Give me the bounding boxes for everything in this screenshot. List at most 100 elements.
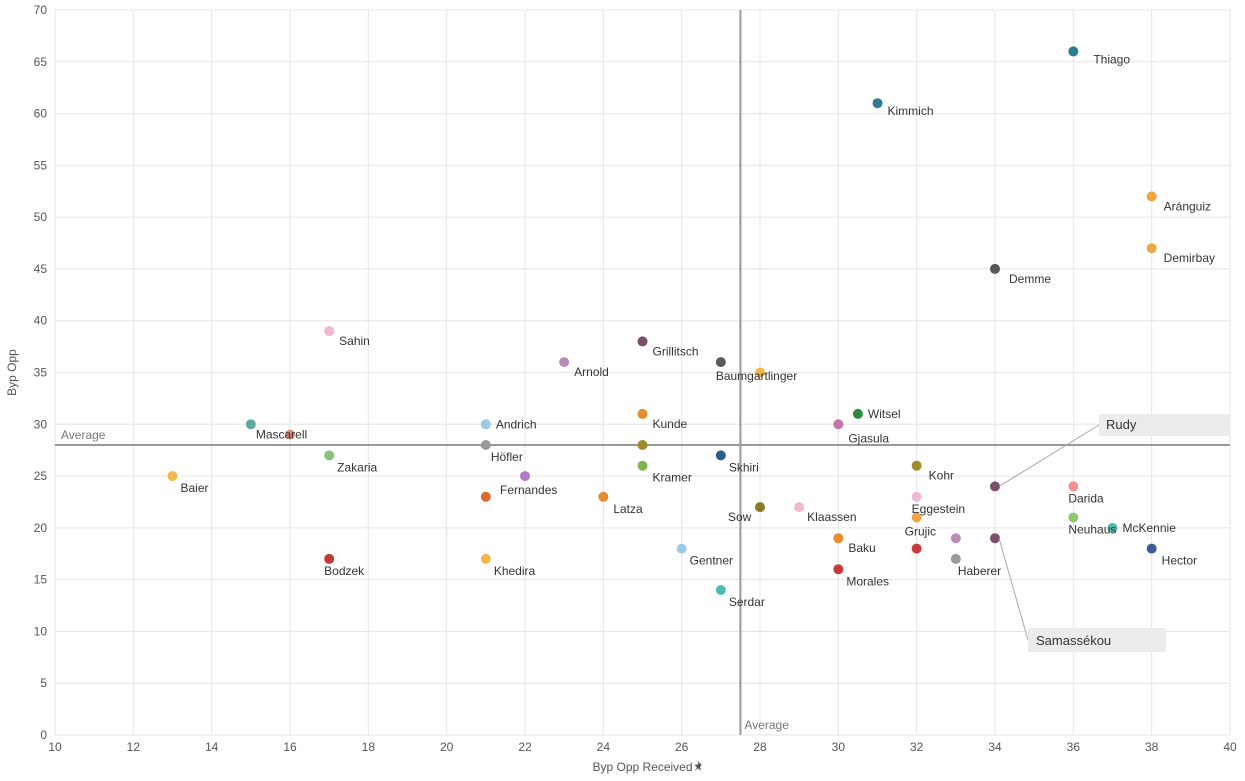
point[interactable] xyxy=(833,564,843,574)
point-label: Gentner xyxy=(690,554,733,568)
point[interactable] xyxy=(990,533,1000,543)
point[interactable] xyxy=(481,419,491,429)
point[interactable] xyxy=(990,264,1000,274)
x-tick-label: 36 xyxy=(1067,740,1081,754)
point-label: Kunde xyxy=(653,417,688,431)
point-label: Eggestein xyxy=(912,502,965,516)
point[interactable] xyxy=(638,409,648,419)
x-tick-label: 24 xyxy=(597,740,611,754)
point[interactable] xyxy=(716,450,726,460)
x-tick-label: 40 xyxy=(1223,740,1237,754)
point-label: Sahin xyxy=(339,334,370,348)
x-tick-label: 20 xyxy=(440,740,454,754)
point-label: Mascarell xyxy=(256,427,307,441)
point[interactable] xyxy=(638,336,648,346)
point-label: Klaassen xyxy=(807,510,856,524)
point-label: Sow xyxy=(728,510,752,524)
point[interactable] xyxy=(481,554,491,564)
point[interactable] xyxy=(246,419,256,429)
point[interactable] xyxy=(481,440,491,450)
scatter-chart: 1012141618202224262830323436384005101520… xyxy=(0,0,1245,781)
point-label: Fernandes xyxy=(500,483,557,497)
x-tick-label: 10 xyxy=(48,740,62,754)
point[interactable] xyxy=(833,533,843,543)
x-tick-label: 28 xyxy=(753,740,767,754)
point[interactable] xyxy=(598,492,608,502)
point-label: Bodzek xyxy=(324,564,365,578)
point-label: Darida xyxy=(1068,491,1104,505)
x-tick-label: 34 xyxy=(988,740,1002,754)
pin-icon xyxy=(695,761,702,771)
point[interactable] xyxy=(853,409,863,419)
point[interactable] xyxy=(716,357,726,367)
point[interactable] xyxy=(481,492,491,502)
x-tick-label: 14 xyxy=(205,740,219,754)
point[interactable] xyxy=(794,502,804,512)
x-tick-label: 26 xyxy=(675,740,689,754)
y-tick-label: 10 xyxy=(34,624,48,638)
point[interactable] xyxy=(912,544,922,554)
y-tick-label: 0 xyxy=(40,728,47,742)
y-tick-label: 40 xyxy=(34,314,48,328)
y-tick-label: 15 xyxy=(34,573,48,587)
point-label: Zakaria xyxy=(337,460,377,474)
point[interactable] xyxy=(833,419,843,429)
point[interactable] xyxy=(520,471,530,481)
point-label: Höfler xyxy=(491,450,523,464)
point[interactable] xyxy=(990,481,1000,491)
point-label: Grujic xyxy=(905,525,936,539)
point-label: Khedira xyxy=(494,564,536,578)
y-tick-label: 65 xyxy=(34,55,48,69)
x-average-label: Average xyxy=(744,718,789,732)
point-label: Demirbay xyxy=(1164,251,1215,265)
point-label: Arnold xyxy=(574,365,609,379)
point-label: Baier xyxy=(181,481,209,495)
point-label: Serdar xyxy=(729,595,765,609)
point[interactable] xyxy=(1068,481,1078,491)
point-label: McKennie xyxy=(1123,521,1177,535)
y-tick-label: 70 xyxy=(34,3,48,17)
point[interactable] xyxy=(1068,46,1078,56)
point[interactable] xyxy=(324,554,334,564)
point[interactable] xyxy=(1147,544,1157,554)
point[interactable] xyxy=(912,492,922,502)
y-tick-label: 60 xyxy=(34,107,48,121)
point[interactable] xyxy=(677,544,687,554)
chart-svg: 1012141618202224262830323436384005101520… xyxy=(0,0,1245,781)
point[interactable] xyxy=(559,357,569,367)
callout-line xyxy=(999,425,1099,486)
point-label: Demme xyxy=(1009,272,1051,286)
point[interactable] xyxy=(951,533,961,543)
point[interactable] xyxy=(1147,191,1157,201)
point-label: Thiago xyxy=(1093,52,1130,66)
point[interactable] xyxy=(324,450,334,460)
point[interactable] xyxy=(1147,243,1157,253)
point[interactable] xyxy=(324,326,334,336)
callout-line xyxy=(999,538,1028,640)
y-tick-label: 50 xyxy=(34,210,48,224)
point-label: Kramer xyxy=(653,471,692,485)
callout-text: Rudy xyxy=(1106,417,1137,432)
y-tick-label: 30 xyxy=(34,417,48,431)
x-tick-label: 16 xyxy=(283,740,297,754)
x-tick-label: 32 xyxy=(910,740,924,754)
x-tick-label: 18 xyxy=(362,740,376,754)
point-label: Aránguiz xyxy=(1164,199,1211,213)
point[interactable] xyxy=(755,502,765,512)
point-label: Haberer xyxy=(958,564,1001,578)
callout-text: Samassékou xyxy=(1036,633,1111,648)
point[interactable] xyxy=(638,461,648,471)
point-label: Latza xyxy=(613,502,643,516)
point[interactable] xyxy=(716,585,726,595)
y-tick-label: 20 xyxy=(34,521,48,535)
point[interactable] xyxy=(873,98,883,108)
y-axis-title: Byp Opp xyxy=(5,349,19,396)
point[interactable] xyxy=(168,471,178,481)
point[interactable] xyxy=(912,461,922,471)
y-tick-label: 35 xyxy=(34,366,48,380)
point[interactable] xyxy=(638,440,648,450)
point[interactable] xyxy=(1068,513,1078,523)
point-label: Hector xyxy=(1162,554,1197,568)
y-tick-label: 5 xyxy=(40,676,47,690)
point[interactable] xyxy=(951,554,961,564)
